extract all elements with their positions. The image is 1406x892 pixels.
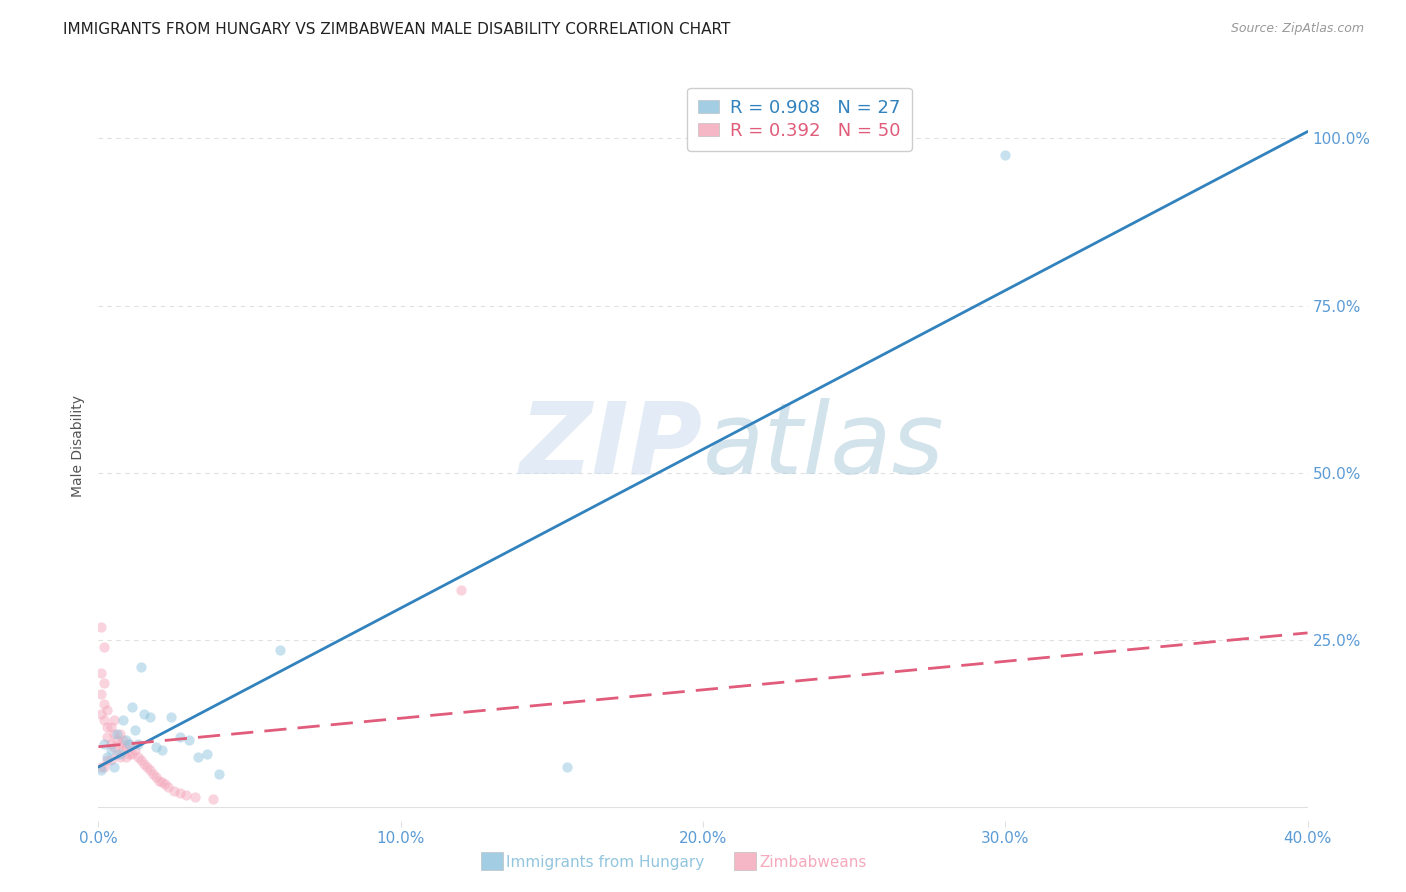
Point bbox=[93, 640, 115, 654]
Point bbox=[108, 737, 131, 751]
Point bbox=[108, 750, 131, 764]
Text: Immigrants from Hungary: Immigrants from Hungary bbox=[506, 855, 704, 870]
Point bbox=[93, 760, 115, 774]
Point bbox=[96, 720, 118, 734]
Point bbox=[174, 789, 197, 803]
Point bbox=[150, 743, 173, 757]
Point bbox=[187, 750, 209, 764]
Text: Source: ZipAtlas.com: Source: ZipAtlas.com bbox=[1230, 22, 1364, 36]
Point bbox=[124, 743, 146, 757]
Point bbox=[100, 737, 122, 751]
Text: atlas: atlas bbox=[703, 398, 945, 494]
Point bbox=[121, 700, 143, 714]
Point bbox=[114, 733, 136, 747]
Point bbox=[127, 750, 149, 764]
Point bbox=[90, 687, 112, 701]
Point bbox=[108, 726, 131, 740]
Point bbox=[111, 743, 134, 757]
Point bbox=[450, 582, 472, 597]
Point bbox=[96, 730, 118, 744]
Point bbox=[135, 760, 157, 774]
Point bbox=[145, 740, 167, 755]
Point bbox=[555, 760, 578, 774]
Point bbox=[142, 767, 165, 781]
Point bbox=[114, 740, 136, 755]
Point bbox=[96, 703, 118, 717]
Point bbox=[139, 710, 162, 724]
Point bbox=[103, 714, 125, 728]
Point bbox=[163, 783, 186, 797]
Point bbox=[202, 792, 225, 806]
Point bbox=[108, 747, 131, 761]
Point bbox=[129, 753, 152, 767]
Point bbox=[129, 660, 152, 674]
Point bbox=[105, 726, 128, 740]
Point bbox=[124, 723, 146, 738]
Point bbox=[160, 710, 183, 724]
Text: Zimbabweans: Zimbabweans bbox=[759, 855, 866, 870]
Point bbox=[139, 764, 162, 778]
Point bbox=[994, 148, 1017, 162]
Point bbox=[111, 714, 134, 728]
Point bbox=[90, 620, 112, 634]
Point bbox=[90, 764, 112, 778]
Point bbox=[100, 720, 122, 734]
Point bbox=[195, 747, 218, 761]
Point bbox=[179, 733, 201, 747]
Point bbox=[96, 750, 118, 764]
Point bbox=[169, 786, 191, 800]
Point bbox=[153, 777, 176, 791]
Point bbox=[93, 714, 115, 728]
Point bbox=[105, 733, 128, 747]
Point bbox=[90, 666, 112, 681]
Text: ZIP: ZIP bbox=[520, 398, 703, 494]
Point bbox=[93, 676, 115, 690]
Point bbox=[127, 737, 149, 751]
Point bbox=[103, 740, 125, 755]
Y-axis label: Male Disability: Male Disability bbox=[72, 395, 86, 497]
Point bbox=[208, 767, 231, 781]
Point bbox=[156, 780, 179, 795]
Point bbox=[132, 756, 155, 771]
Point bbox=[118, 737, 141, 751]
Point bbox=[169, 730, 191, 744]
Point bbox=[90, 706, 112, 721]
Point bbox=[150, 774, 173, 789]
Point bbox=[111, 733, 134, 747]
Point bbox=[93, 737, 115, 751]
Text: IMMIGRANTS FROM HUNGARY VS ZIMBABWEAN MALE DISABILITY CORRELATION CHART: IMMIGRANTS FROM HUNGARY VS ZIMBABWEAN MA… bbox=[63, 22, 731, 37]
Point bbox=[103, 726, 125, 740]
Point bbox=[114, 750, 136, 764]
Point bbox=[118, 747, 141, 761]
Point bbox=[132, 706, 155, 721]
Point bbox=[93, 697, 115, 711]
Point bbox=[100, 753, 122, 767]
Legend: R = 0.908   N = 27, R = 0.392   N = 50: R = 0.908 N = 27, R = 0.392 N = 50 bbox=[688, 88, 911, 151]
Point bbox=[148, 773, 170, 788]
Point bbox=[121, 747, 143, 761]
Point bbox=[96, 753, 118, 767]
Point bbox=[269, 643, 291, 657]
Point bbox=[103, 760, 125, 774]
Point bbox=[105, 747, 128, 761]
Point bbox=[118, 737, 141, 751]
Point bbox=[145, 770, 167, 784]
Point bbox=[100, 743, 122, 757]
Point bbox=[184, 790, 207, 805]
Point bbox=[90, 760, 112, 774]
